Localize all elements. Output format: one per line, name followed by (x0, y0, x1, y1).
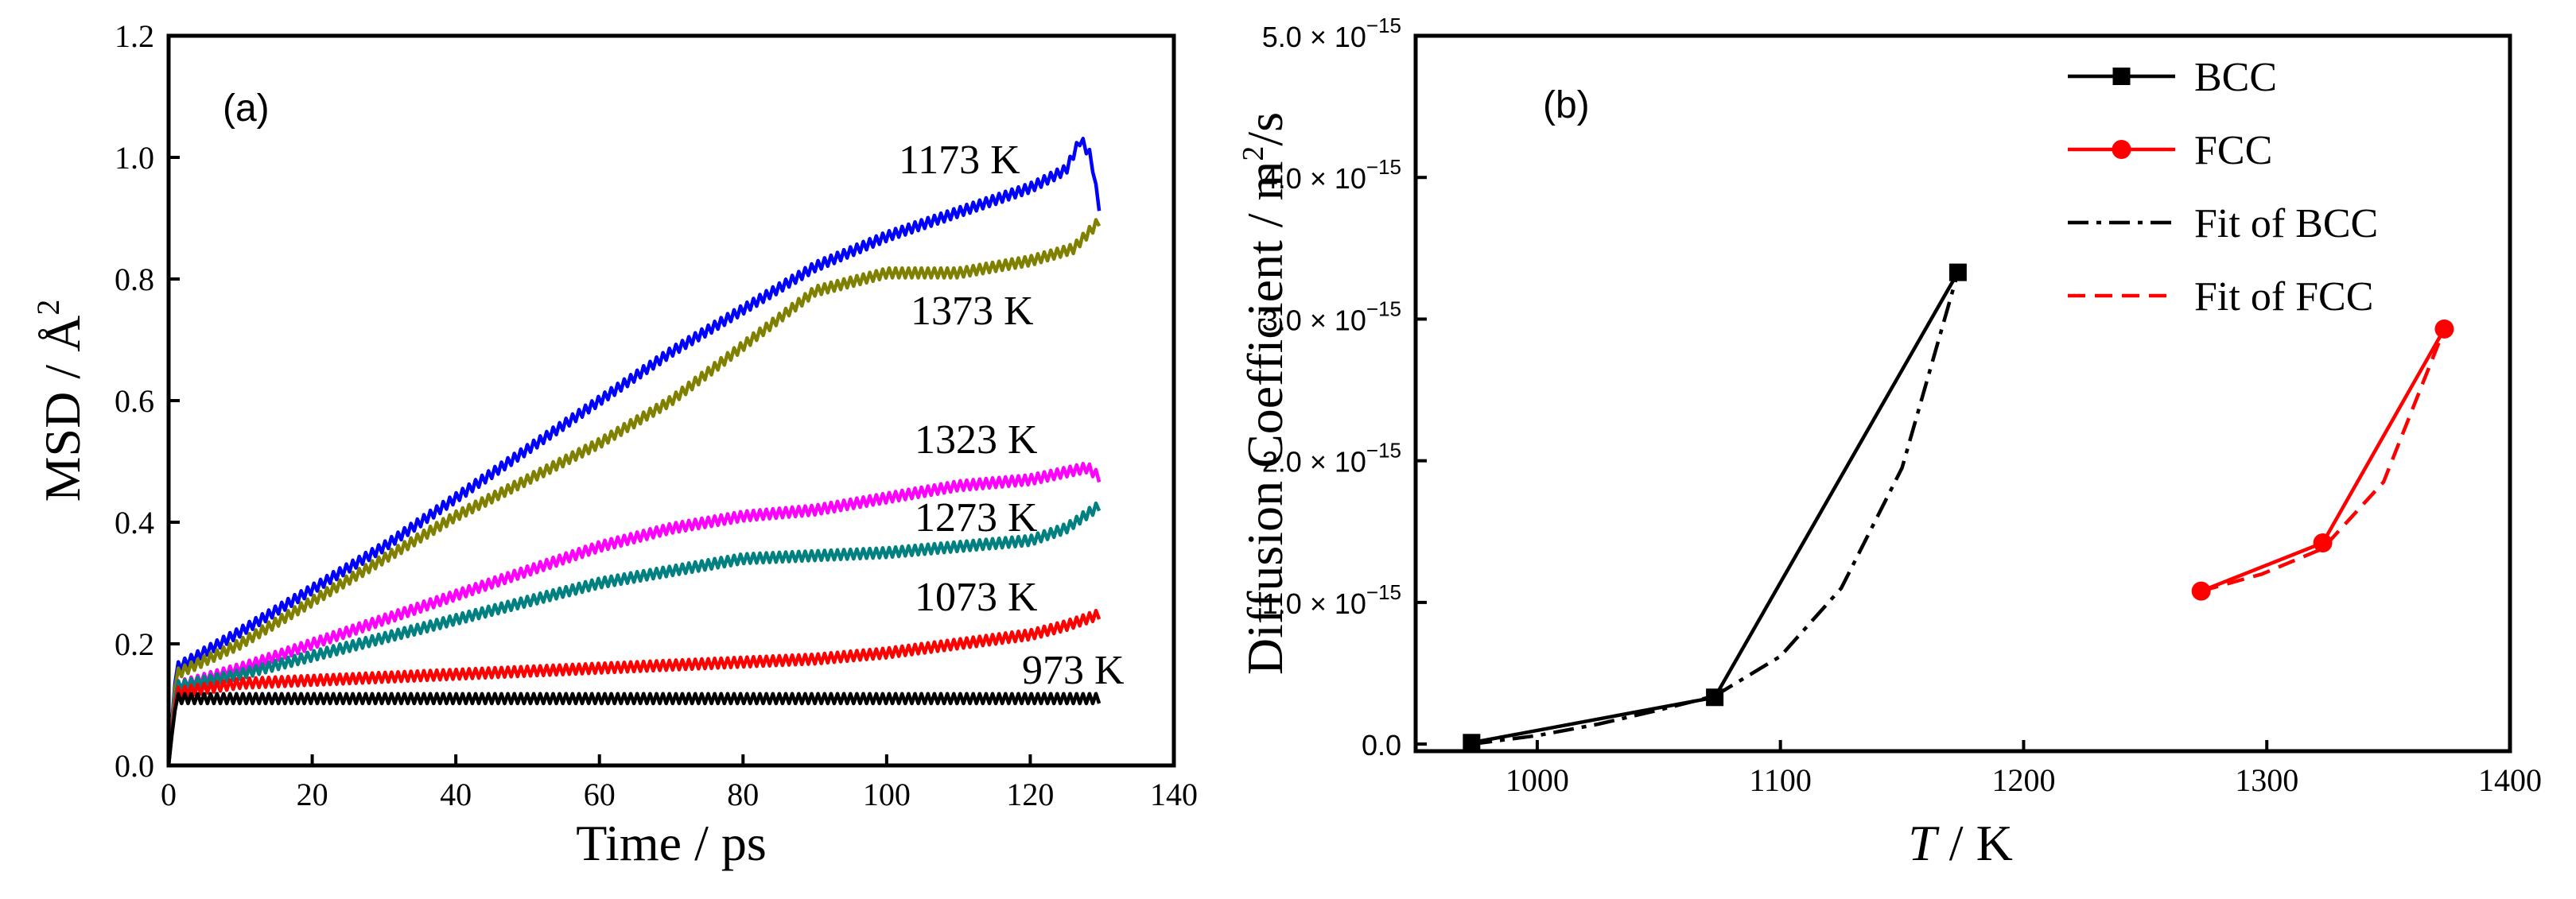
panel-a-x-tick-label: 60 (584, 777, 616, 812)
legend-fit-of-bcc-label: Fit of BCC (2194, 201, 2378, 246)
series-fit-of-bcc-line (1471, 271, 1960, 746)
panel-b-legend: BCC FCC Fit of BCC Fit of FCC (2068, 55, 2378, 320)
panel-b-y-tick-exponent: −15 (1366, 14, 1401, 37)
panel-a-x-tick-label: 100 (863, 777, 911, 812)
panel-b-y-tick-label: 2.0 × 10−15 (1262, 439, 1401, 479)
panel-b-y-tick-exponent: −15 (1366, 155, 1401, 179)
panel-b-x-axis-title: T / K (1908, 815, 2013, 871)
panel-b-y-tick-mantissa: 4.0 × 10 (1262, 162, 1366, 195)
panel-b-series (1463, 263, 2454, 752)
legend-fit-of-fcc-label: Fit of FCC (2194, 274, 2373, 320)
panel-b-y-tick-label: 1.0 × 10−15 (1262, 580, 1401, 620)
panel-a-x-tick-label: 80 (727, 777, 759, 812)
panel-b-x-tick-label: 1200 (1991, 762, 2055, 798)
panel-b-y-tick-mantissa: 1.0 × 10 (1262, 587, 1366, 620)
panel-a-y-axis-title: MSD / Å2 (30, 300, 91, 502)
panel-a-tag: (a) (223, 87, 270, 130)
panel-b-x-tick-label: 1300 (2235, 762, 2298, 798)
panel-a-y-tick-label: 0.4 (115, 505, 154, 541)
panel-b-y-axis-title-pre: Diffusion Coefficient / m (1237, 161, 1293, 675)
panel-b-x-axis-title-unit: / K (1937, 815, 2013, 871)
panel-b-y-axis-title-post: /s (1237, 112, 1293, 146)
panel-b-y-tick-exponent: −15 (1366, 580, 1401, 604)
series-fcc-point (2313, 533, 2333, 553)
panel-a-ticks: 0 20 40 60 80 100 120 140 0.0 0.2 0.4 0.6 0.8 1.0 1.2 (115, 18, 1198, 812)
series-fit-of-fcc-line (2201, 328, 2446, 593)
series-1323k-line (166, 462, 1102, 766)
panel-b-y-tick-exponent: −15 (1366, 439, 1401, 463)
panel-b-y-tick-mantissa: 5.0 × 10 (1262, 21, 1366, 53)
panel-b-x-tick-label: 1000 (1506, 762, 1569, 798)
label-1173k: 1173 K (899, 138, 1020, 183)
legend-bcc-label: BCC (2194, 55, 2277, 100)
series-1273k-line (166, 501, 1102, 766)
label-1273k: 1273 K (915, 495, 1038, 541)
panel-a-x-tick-label: 120 (1006, 777, 1054, 812)
panel-b-x-tick-label: 1100 (1749, 762, 1812, 798)
series-1373k-line (166, 218, 1102, 766)
panel-b-y-tick-label: 3.0 × 10−15 (1262, 296, 1401, 336)
series-fcc-point (2191, 581, 2211, 601)
panel-a-x-axis-title: Time / ps (576, 815, 767, 871)
panel-a-y-tick-label: 1.2 (115, 18, 154, 54)
panel-a-series (166, 137, 1102, 766)
panel-a-y-tick-label: 0.0 (115, 748, 154, 784)
panel-b-y-tick-label: 5.0 × 10−15 (1262, 14, 1401, 53)
label-1373k: 1373 K (911, 289, 1034, 334)
legend-fcc-marker (2112, 140, 2131, 159)
panel-b-y-axis-title: Diffusion Coefficient / m2/s (1237, 112, 1293, 675)
legend-bcc-marker (2112, 68, 2131, 85)
panel-b-y-tick-label: 4.0 × 10−15 (1262, 155, 1401, 195)
panel-a-y-tick-label: 0.2 (115, 626, 154, 662)
panel-a-y-tick-label: 0.6 (115, 383, 154, 419)
panel-a-y-tick-label: 1.0 (115, 140, 154, 176)
legend-fcc-label: FCC (2194, 128, 2272, 173)
label-1073k: 1073 K (915, 575, 1038, 620)
panel-b-tag: (b) (1543, 84, 1590, 126)
panel-b-x-tick-label: 1400 (2478, 762, 2542, 798)
series-1073k-line (166, 608, 1102, 766)
panel-b-frame (1413, 33, 2512, 754)
panel-a-y-tick-label: 0.8 (115, 262, 154, 297)
series-fcc-point (2434, 319, 2454, 339)
series-1173k-line (166, 137, 1102, 766)
label-973k: 973 K (1022, 648, 1125, 693)
series-973k-line (166, 692, 1102, 766)
label-1323k: 1323 K (915, 417, 1038, 463)
panel-a-x-tick-label: 0 (161, 777, 177, 812)
panel-b-y-tick-label: 0.0 (1362, 729, 1401, 761)
panel-b-y-axis-title-sup: 2 (1237, 146, 1270, 161)
panel-b-x-axis-title-var: T (1908, 815, 1940, 871)
panel-a: 0 20 40 60 80 100 120 1400.00.20.40.60.81.01.2 … (30, 18, 1198, 871)
panel-b-y-tick-mantissa: 2.0 × 10 (1262, 446, 1366, 479)
panel-a-y-axis-title-main: MSD / Å (34, 316, 91, 502)
panel-a-x-tick-label: 140 (1150, 777, 1198, 812)
panel-b-y-tick-mantissa: 3.0 × 10 (1262, 304, 1366, 336)
panel-a-x-tick-label: 40 (440, 777, 472, 812)
series-bcc-line (1471, 271, 1960, 745)
panel-b-y-tick-exponent: −15 (1366, 296, 1401, 320)
panel-a-y-axis-title-sup: 2 (30, 300, 66, 316)
panel-a-x-tick-label: 20 (297, 777, 328, 812)
